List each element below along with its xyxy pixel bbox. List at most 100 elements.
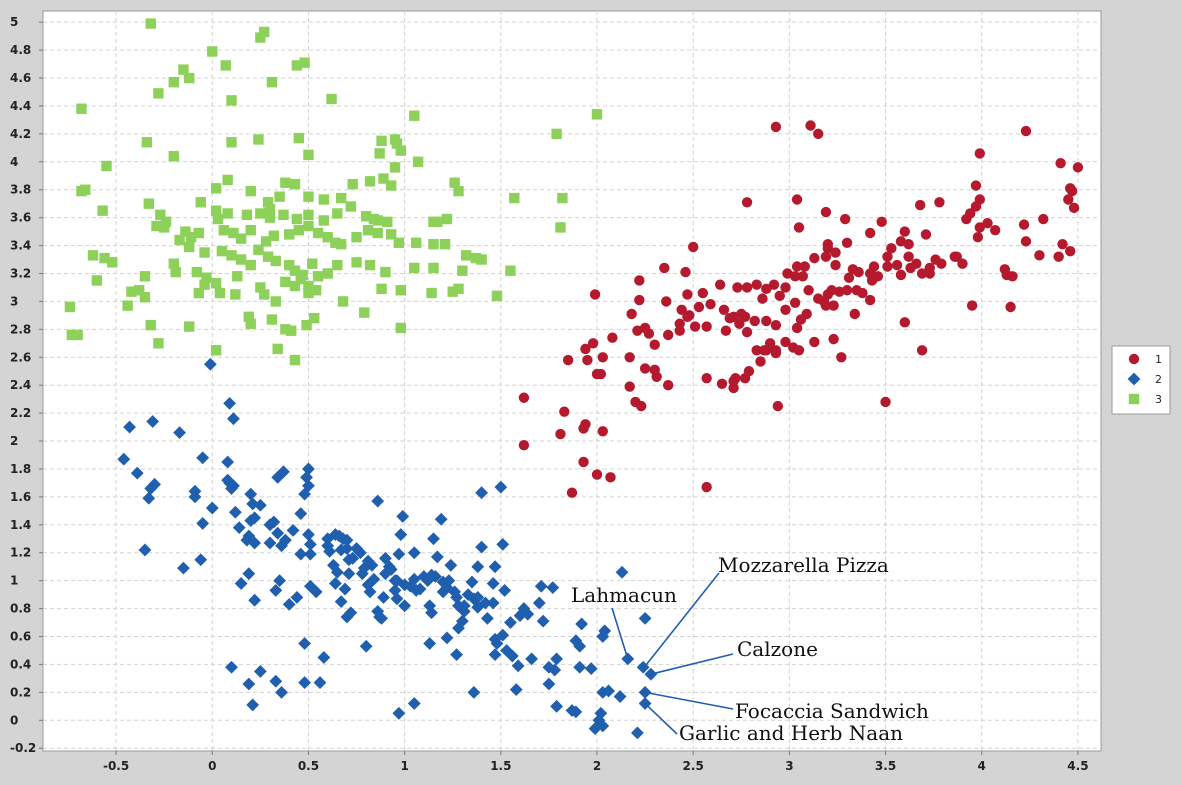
data-point-series-2 [269, 674, 283, 688]
data-point-series-3 [210, 278, 222, 289]
data-point-series-2 [275, 685, 288, 699]
data-point-series-3 [262, 197, 274, 208]
data-point-series-1 [718, 304, 730, 315]
data-point-series-1 [770, 347, 782, 359]
data-point-series-1 [903, 238, 914, 250]
data-point-series-3 [374, 148, 385, 159]
data-point-series-3 [551, 128, 562, 140]
data-point-series-3 [230, 289, 241, 300]
data-point-series-2 [475, 486, 488, 500]
data-point-series-3 [428, 238, 439, 250]
data-point-series-1 [872, 271, 884, 282]
data-point-series-1 [676, 304, 687, 315]
data-point-series-1 [843, 272, 855, 283]
data-point-series-1 [607, 332, 618, 343]
annotation-label: Lahmacun [571, 583, 677, 607]
data-point-series-1 [891, 259, 903, 271]
data-point-series-2 [542, 677, 556, 691]
data-point-series-3 [235, 233, 247, 244]
data-point-series-1 [559, 406, 570, 417]
y-tick-label: 1.2 [10, 546, 31, 560]
data-point-series-2 [486, 596, 500, 610]
data-point-series-3 [318, 194, 330, 205]
data-point-series-1 [780, 336, 791, 348]
data-point-series-2 [317, 651, 331, 664]
data-point-series-2 [384, 563, 398, 576]
data-point-series-1 [701, 481, 712, 493]
data-point-series-2 [313, 676, 327, 689]
data-point-series-3 [212, 213, 224, 225]
data-point-series-3 [293, 132, 305, 144]
data-point-series-2 [392, 547, 406, 561]
data-point-series-3 [195, 197, 206, 208]
data-point-series-1 [1007, 271, 1018, 282]
data-point-series-2 [367, 572, 381, 586]
data-point-series-2 [294, 507, 308, 521]
legend-label: 1 [1155, 353, 1162, 366]
data-point-series-3 [312, 227, 324, 239]
data-point-series-2 [631, 726, 644, 740]
data-point-series-3 [309, 312, 320, 324]
legend-item-1: 1 [1128, 353, 1162, 366]
data-point-series-1 [828, 300, 839, 311]
data-point-series-2 [338, 582, 352, 596]
data-point-series-1 [839, 213, 851, 225]
data-point-series-3 [318, 215, 330, 226]
data-point-series-2 [302, 528, 315, 541]
data-point-series-1 [580, 343, 591, 355]
data-point-series-3 [243, 311, 255, 322]
data-point-series-1 [849, 308, 860, 320]
data-point-series-2 [430, 550, 444, 564]
x-tick-label: 4 [978, 759, 986, 773]
data-point-series-3 [457, 265, 468, 276]
data-point-series-1 [895, 269, 907, 281]
data-point-series-2 [534, 579, 548, 593]
data-point-series-2 [377, 591, 390, 604]
data-point-series-3 [259, 289, 270, 300]
data-point-series-1 [793, 222, 805, 233]
data-point-series-1 [595, 368, 607, 380]
data-point-series-2 [294, 547, 308, 561]
data-point-series-3 [303, 287, 314, 299]
data-point-series-2 [328, 577, 342, 590]
y-tick-label: 2 [10, 434, 18, 448]
series-points [64, 18, 1084, 740]
data-point-series-1 [578, 456, 589, 468]
data-point-series-3 [453, 283, 464, 295]
series-2 [117, 357, 658, 740]
data-point-series-3 [385, 229, 397, 240]
data-point-series-2 [471, 591, 485, 604]
data-point-series-3 [201, 272, 212, 283]
data-point-series-3 [155, 209, 166, 221]
data-point-series-2 [244, 487, 258, 501]
data-point-series-1 [820, 251, 832, 262]
data-point-series-2 [228, 505, 242, 519]
data-point-series-2 [569, 705, 583, 719]
data-point-series-2 [282, 597, 296, 611]
data-point-series-2 [194, 553, 208, 567]
data-point-series-2 [596, 630, 610, 643]
data-point-series-3 [101, 160, 112, 172]
data-point-series-1 [780, 282, 791, 293]
data-point-series-1 [934, 197, 945, 208]
data-point-series-3 [299, 57, 310, 68]
data-point-series-1 [587, 338, 599, 349]
data-point-series-3 [168, 258, 180, 269]
data-point-series-2 [142, 491, 156, 505]
data-point-series-2 [532, 596, 546, 610]
data-point-series-2 [346, 551, 360, 565]
data-point-series-1 [734, 318, 745, 329]
data-point-series-3 [303, 220, 314, 232]
y-tick-label: 0.6 [10, 630, 31, 644]
data-point-series-2 [613, 690, 627, 703]
data-point-series-3 [218, 225, 230, 236]
data-point-series-1 [697, 287, 709, 299]
data-point-series-3 [322, 268, 333, 279]
data-point-series-1 [597, 426, 608, 437]
data-point-series-3 [151, 220, 162, 232]
data-point-series-2 [242, 677, 256, 691]
axis-ticks: -0.5 0 0.5 1 1.5 2 2.5 3 3.5 4 4.5 -0.2 0 0.2 0.4 0.6 0.… [10, 15, 1089, 773]
data-point-series-3 [337, 296, 349, 307]
data-point-series-2 [536, 614, 550, 628]
